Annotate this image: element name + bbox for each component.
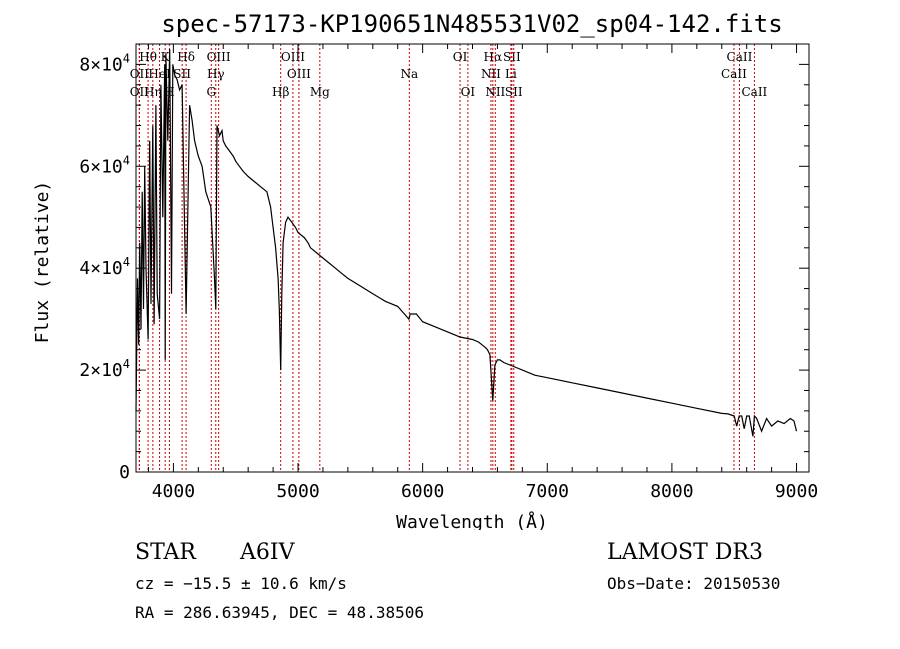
x-tick-label: 4000 [152, 481, 195, 502]
y-axis-label: Flux (relative) [32, 181, 53, 344]
axes: 4000 5000 6000 7000 8000 9000 0 2×104 4×104 6×104… [79, 44, 818, 502]
marker-label: SII [173, 67, 191, 81]
observation-date: Obs−Date: 20150530 [607, 574, 781, 593]
marker-label: OIII [281, 50, 305, 64]
marker-label: CaII [741, 85, 767, 99]
marker-label: Mg [310, 85, 330, 99]
marker-label: OI [453, 50, 468, 64]
marker-label: CaII [727, 50, 753, 64]
y-tick-label: 6×104 [79, 153, 130, 177]
marker-label: HeI [148, 67, 171, 81]
marker-label: Hη [144, 85, 162, 99]
marker-label: Na [400, 67, 418, 81]
marker-label: Li [505, 67, 517, 81]
marker-label: OIII [287, 67, 311, 81]
x-tick-label: 9000 [775, 481, 818, 502]
plot-frame [135, 43, 810, 473]
marker-label: OII [130, 85, 150, 99]
x-axis-label: Wavelength (Å) [396, 511, 548, 530]
y-tick-label: 4×104 [79, 255, 130, 279]
y-tick-label: 8×104 [79, 51, 130, 75]
x-tick-label: 8000 [650, 481, 693, 502]
y-tick-label: 2×104 [79, 357, 130, 381]
survey-name: LAMOST DR3 [607, 540, 763, 565]
coordinates-text: RA = 286.63945, DEC = 48.38506 [135, 603, 424, 622]
x-tick-label: 5000 [276, 481, 319, 502]
marker-label: Hβ [272, 85, 289, 99]
marker-label: OIII [207, 50, 231, 64]
spectrum-line [135, 49, 798, 437]
marker-label: NII [481, 67, 501, 81]
y-tick-label: 0 [119, 462, 130, 483]
object-subclass: A6IV [240, 540, 295, 565]
marker-label: NII [485, 85, 505, 99]
series-layer [135, 49, 798, 437]
marker-label: Hα [484, 50, 503, 64]
x-tick-label: 6000 [401, 481, 444, 502]
spectrum-chart: spec-57173-KP190651N485531V02_sp04-142.f… [32, 10, 818, 530]
marker-label: SII [503, 50, 521, 64]
chart-title: spec-57173-KP190651N485531V02_sp04-142.f… [161, 10, 782, 38]
marker-label: CaII [721, 67, 747, 81]
marker-label: OI [461, 85, 476, 99]
marker-label: SII [505, 85, 523, 99]
marker-label: Hδ [177, 50, 195, 64]
x-tick-label: 7000 [526, 481, 569, 502]
redshift-text: cz = −15.5 ± 10.6 km/s [135, 574, 347, 593]
marker-label: Hθ [139, 50, 157, 64]
marker-label: G [206, 85, 216, 99]
marker-label: Hγ [207, 67, 225, 81]
object-class: STAR [135, 540, 196, 565]
